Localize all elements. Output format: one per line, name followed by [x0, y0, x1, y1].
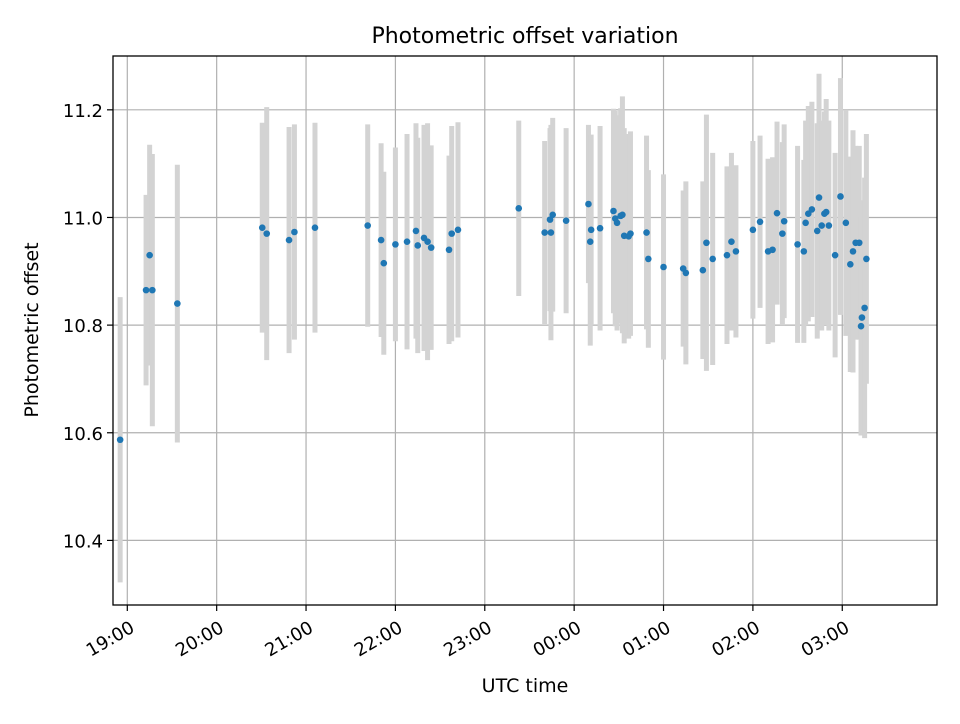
- data-point: [837, 193, 844, 200]
- point-layer: [116, 193, 870, 444]
- data-point: [414, 242, 422, 249]
- data-point: [546, 216, 554, 223]
- data-point: [412, 227, 420, 235]
- y-tick-label: 11.2: [63, 101, 103, 122]
- chart-title: Photometric offset variation: [371, 24, 678, 49]
- data-point: [802, 219, 809, 227]
- y-tick-label: 10.6: [63, 424, 103, 445]
- data-point: [377, 236, 385, 244]
- data-point: [585, 200, 592, 208]
- data-point: [541, 229, 548, 236]
- data-point: [682, 269, 690, 277]
- data-point: [448, 230, 456, 237]
- data-point: [818, 222, 826, 229]
- data-point: [855, 239, 863, 247]
- x-axis-label: UTC time: [482, 675, 569, 697]
- data-point: [749, 226, 757, 234]
- data-point: [454, 226, 462, 234]
- y-axis-label: Photometric offset: [21, 242, 43, 417]
- data-point: [562, 217, 570, 224]
- data-point: [703, 239, 710, 247]
- data-point: [643, 229, 650, 236]
- data-point: [858, 314, 866, 321]
- data-point: [547, 229, 555, 236]
- data-point: [732, 248, 740, 255]
- data-point: [392, 241, 399, 248]
- data-point: [723, 251, 731, 259]
- data-point: [769, 246, 776, 254]
- data-point: [619, 211, 626, 219]
- data-point: [613, 219, 621, 227]
- data-point: [756, 218, 764, 226]
- y-tick-label: 10.8: [63, 316, 103, 337]
- data-point: [596, 224, 604, 232]
- data-point: [258, 224, 266, 231]
- data-point: [291, 228, 298, 236]
- data-point: [424, 238, 431, 245]
- data-point: [116, 436, 124, 444]
- data-point: [822, 208, 830, 216]
- data-point: [285, 236, 293, 244]
- data-point: [773, 209, 781, 217]
- data-point: [549, 211, 557, 219]
- data-point: [842, 219, 850, 227]
- data-point: [728, 238, 735, 245]
- data-point: [445, 246, 453, 254]
- data-point: [149, 286, 156, 294]
- data-point: [699, 266, 707, 274]
- data-point: [849, 248, 857, 255]
- data-point: [587, 226, 595, 234]
- data-point: [779, 230, 786, 237]
- data-point: [263, 230, 271, 237]
- data-point: [174, 300, 181, 307]
- data-point: [825, 222, 833, 229]
- data-point: [403, 238, 411, 245]
- data-point: [515, 205, 523, 212]
- data-point: [800, 248, 808, 255]
- data-point: [380, 259, 388, 267]
- data-point: [610, 207, 617, 215]
- data-point: [586, 238, 594, 245]
- data-point: [857, 322, 865, 330]
- data-point: [815, 194, 823, 201]
- data-point: [146, 251, 153, 259]
- data-point: [863, 255, 870, 263]
- data-point: [794, 241, 801, 248]
- data-point: [831, 251, 839, 259]
- data-point: [780, 217, 788, 225]
- data-point: [142, 286, 150, 294]
- y-tick-label: 10.4: [63, 531, 103, 552]
- data-point: [660, 263, 667, 271]
- data-point: [847, 260, 854, 268]
- data-point: [645, 255, 652, 263]
- plot-frame: [112, 55, 938, 606]
- data-point: [311, 224, 319, 231]
- data-point: [709, 255, 716, 263]
- data-point: [808, 206, 816, 213]
- data-point: [627, 230, 634, 237]
- data-point: [364, 222, 372, 229]
- data-point: [861, 304, 868, 312]
- data-point: [813, 227, 821, 235]
- data-point: [427, 244, 435, 251]
- y-tick-label: 11.0: [63, 208, 103, 229]
